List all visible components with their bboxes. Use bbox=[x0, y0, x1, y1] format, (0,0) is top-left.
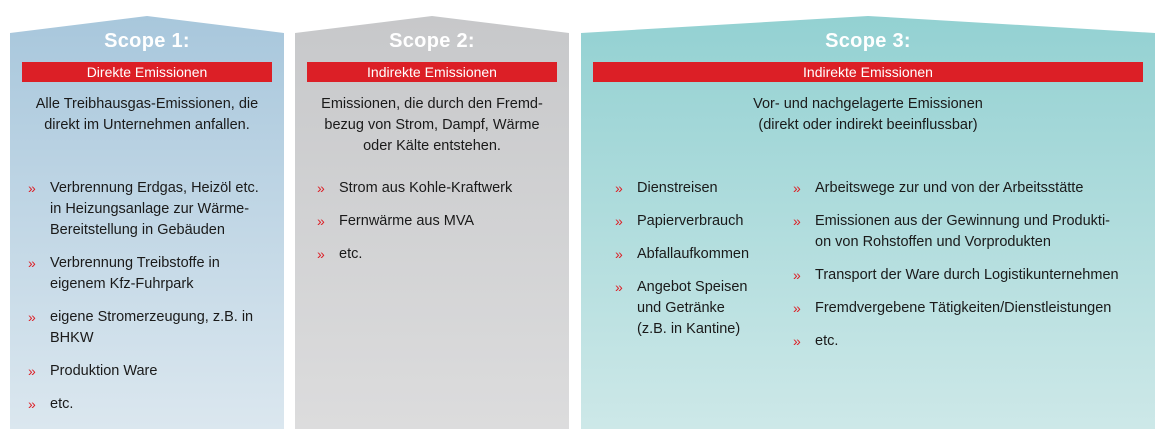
list-item-text: on von Rohstoffen und Vorprodukten bbox=[815, 234, 1051, 250]
list-item-text: eigenem Kfz-Fuhrpark bbox=[50, 276, 194, 292]
list-item: » etc. bbox=[317, 244, 565, 265]
list-item-text: etc. bbox=[50, 396, 74, 412]
list-item-text: Angebot Speisen bbox=[637, 279, 748, 295]
scope-1-list: » Verbrennung Erdgas, Heizöl etc. in Heizu… bbox=[28, 178, 276, 427]
list-item: » Fernwärme aus MVA bbox=[317, 211, 565, 232]
double-chevron-icon: » bbox=[317, 246, 325, 262]
list-item-text: Produktion Ware bbox=[50, 363, 158, 379]
double-chevron-icon: » bbox=[615, 213, 623, 229]
description-line: oder Kälte entstehen. bbox=[363, 138, 501, 154]
description-line: Alle Treibhausgas-Emissionen, die bbox=[35, 96, 259, 112]
list-item: » Dienstreisen bbox=[615, 178, 785, 199]
scope-1-panel: Scope 1: Direkte Emissionen Alle Treibha… bbox=[10, 16, 284, 429]
list-item-text: BHKW bbox=[50, 330, 94, 346]
scope-1-title: Scope 1: bbox=[104, 30, 190, 52]
double-chevron-icon: » bbox=[615, 246, 623, 262]
double-chevron-icon: » bbox=[793, 213, 801, 229]
list-item: » Arbeitswege zur und von der Arbeitsstät… bbox=[793, 178, 1143, 199]
description-line: Emissionen, die durch den Fremd- bbox=[321, 96, 543, 112]
list-item-text: Papierverbrauch bbox=[637, 213, 744, 229]
description-line: bezug von Strom, Dampf, Wärme bbox=[324, 117, 540, 133]
list-item-text: etc. bbox=[339, 246, 363, 262]
double-chevron-icon: » bbox=[28, 255, 36, 271]
double-chevron-icon: » bbox=[615, 279, 623, 295]
list-item-text: Dienstreisen bbox=[637, 180, 718, 196]
double-chevron-icon: » bbox=[317, 180, 325, 196]
scope-2-panel: Scope 2: Indirekte Emissionen Emissionen… bbox=[295, 16, 569, 429]
list-item: » Abfallaufkommen bbox=[615, 244, 785, 265]
list-item: » Produktion Ware bbox=[28, 361, 276, 382]
double-chevron-icon: » bbox=[615, 180, 623, 196]
double-chevron-icon: » bbox=[317, 213, 325, 229]
double-chevron-icon: » bbox=[28, 363, 36, 379]
list-item: » Fremdvergebene Tätigkeiten/Dienstleistu… bbox=[793, 298, 1143, 319]
scope-3-list-left: » Dienstreisen » Papierverbrauch » Abfallaufk… bbox=[615, 178, 785, 352]
scope-2-title: Scope 2: bbox=[389, 30, 475, 52]
scope-3-list-right: » Arbeitswege zur und von der Arbeitsstät… bbox=[793, 178, 1143, 364]
list-item-text: Bereitstellung in Gebäuden bbox=[50, 222, 225, 238]
scope-3-panel: Scope 3: Indirekte Emissionen Vor- und n… bbox=[581, 16, 1155, 429]
list-item-text: Arbeitswege zur und von der Arbeitsstätt… bbox=[815, 180, 1084, 196]
list-item-text: Transport der Ware durch Logistikunterne… bbox=[815, 267, 1119, 283]
list-item: » Verbrennung Erdgas, Heizöl etc. in Heizu… bbox=[28, 178, 276, 241]
list-item-text: (z.B. in Kantine) bbox=[637, 321, 741, 337]
list-item-text: Strom aus Kohle-Kraftwerk bbox=[339, 180, 513, 196]
description-line: (direkt oder indirekt beeinflussbar) bbox=[758, 117, 978, 133]
description-line: Vor- und nachgelagerte Emissionen bbox=[753, 96, 983, 112]
list-item-text: Abfallaufkommen bbox=[637, 246, 750, 262]
list-item-text: Fremdvergebene Tätigkeiten/Dienstleistun… bbox=[815, 300, 1112, 316]
list-item: » Emissionen aus der Gewinnung und Produk… bbox=[793, 211, 1143, 253]
scope-1-description: Alle Treibhausgas-Emissionen, die direkt … bbox=[20, 94, 274, 136]
list-item: » etc. bbox=[28, 394, 276, 415]
scope-3-description: Vor- und nachgelagerte Emissionen (direkt… bbox=[591, 94, 1145, 136]
scope-2-list: » Strom aus Kohle-Kraftwerk » Fernwärme aus… bbox=[317, 178, 565, 277]
double-chevron-icon: » bbox=[793, 180, 801, 196]
list-item: » Transport der Ware durch Logistikuntern… bbox=[793, 265, 1143, 286]
list-item: » Papierverbrauch bbox=[615, 211, 785, 232]
double-chevron-icon: » bbox=[28, 309, 36, 325]
list-item-text: eigene Stromerzeugung, z.B. in bbox=[50, 309, 254, 325]
list-item-text: Verbrennung Erdgas, Heizöl etc. bbox=[50, 180, 259, 196]
double-chevron-icon: » bbox=[28, 396, 36, 412]
list-item: » Verbrennung Treibstoffe in eigenem Kfz-F… bbox=[28, 253, 276, 295]
double-chevron-icon: » bbox=[793, 333, 801, 349]
list-item: » Strom aus Kohle-Kraftwerk bbox=[317, 178, 565, 199]
scope-3-title: Scope 3: bbox=[825, 30, 911, 52]
list-item: » eigene Stromerzeugung, z.B. in BHKW bbox=[28, 307, 276, 349]
scope-1-banner: Direkte Emissionen bbox=[22, 62, 272, 82]
list-item-text: Emissionen aus der Gewinnung und Produkt… bbox=[815, 213, 1110, 229]
scope-2-description: Emissionen, die durch den Fremd-bezug vo… bbox=[305, 94, 559, 157]
double-chevron-icon: » bbox=[28, 180, 36, 196]
description-line: direkt im Unternehmen anfallen. bbox=[44, 117, 250, 133]
list-item: » Angebot Speisen und Getränke (z.B. in Kan… bbox=[615, 277, 785, 340]
list-item-text: etc. bbox=[815, 333, 839, 349]
list-item: » etc. bbox=[793, 331, 1143, 352]
scope-2-banner: Indirekte Emissionen bbox=[307, 62, 557, 82]
list-item-text: in Heizungsanlage zur Wärme- bbox=[50, 201, 250, 217]
double-chevron-icon: » bbox=[793, 300, 801, 316]
list-item-text: Fernwärme aus MVA bbox=[339, 213, 475, 229]
list-item-text: und Getränke bbox=[637, 300, 725, 316]
list-item-text: Verbrennung Treibstoffe in bbox=[50, 255, 220, 271]
double-chevron-icon: » bbox=[793, 267, 801, 283]
scope-3-banner: Indirekte Emissionen bbox=[593, 62, 1143, 82]
